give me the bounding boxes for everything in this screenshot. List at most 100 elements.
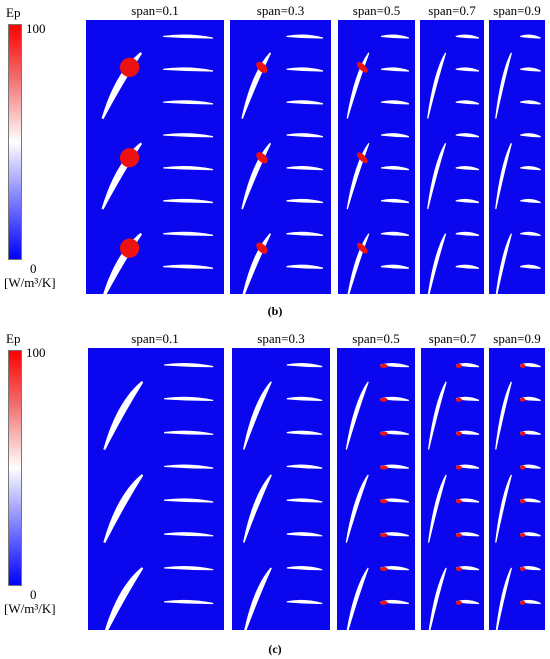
rotor-blade — [103, 232, 143, 294]
panel-caption: (b) — [267, 304, 283, 318]
hot-spot — [519, 397, 526, 402]
stator-blade — [164, 396, 214, 402]
hot-spot — [455, 499, 462, 504]
stator-blade — [380, 464, 409, 469]
hot-spot — [379, 499, 388, 504]
rotor-blade — [103, 474, 144, 544]
rotor-blade — [428, 567, 447, 630]
hot-spot — [119, 238, 140, 258]
span-title-0: span=0.1 — [131, 331, 179, 346]
rotor-blade — [104, 567, 144, 630]
stator-blade — [286, 166, 324, 171]
colorbar-title: Ep — [6, 5, 21, 20]
hot-spot — [379, 533, 388, 538]
rotor-blade — [101, 52, 143, 120]
colorbar-min-label: 0 — [30, 261, 37, 276]
rotor-blade — [244, 567, 272, 630]
colorbar-title: Ep — [6, 331, 21, 346]
stator-blade — [163, 67, 214, 72]
stator-blade — [520, 396, 541, 402]
stator-blade — [456, 362, 480, 368]
stator-blade — [380, 231, 410, 236]
span-title-2: span=0.5 — [352, 3, 401, 18]
hot-spot — [455, 566, 462, 571]
colorbar-min-label: 0 — [30, 587, 37, 602]
stator-blade — [286, 396, 323, 402]
contour-plot-span-0-3 — [230, 20, 331, 294]
contour-field — [241, 34, 324, 294]
stator-blade — [380, 264, 410, 269]
stator-blade — [520, 430, 541, 435]
colorbar-unit-label: [W/m³/K] — [4, 601, 56, 616]
hot-spot — [455, 363, 462, 368]
hot-spot — [519, 363, 526, 368]
colorbar-unit-label: [W/m³/K] — [4, 275, 56, 290]
stator-blade — [163, 264, 214, 269]
rotor-blade — [495, 567, 512, 630]
stator-blade — [164, 464, 214, 469]
rotor-blade — [427, 474, 447, 543]
stator-blade — [286, 532, 323, 537]
hot-spot — [357, 152, 368, 164]
stator-blade — [163, 100, 214, 105]
rotor-blade — [346, 52, 370, 119]
span-title-3: span=0.7 — [428, 3, 476, 18]
stator-blade — [380, 396, 409, 402]
span-title-2: span=0.5 — [352, 331, 400, 346]
rotor-blade — [242, 233, 272, 294]
stator-blade — [380, 362, 409, 368]
contour-field — [103, 362, 214, 630]
hot-spot — [455, 533, 462, 538]
stator-blade — [455, 34, 480, 39]
contour-field — [101, 34, 214, 294]
stator-blade — [455, 67, 480, 72]
stator-blade — [455, 100, 480, 105]
stator-blade — [520, 566, 541, 571]
stator-blade — [520, 498, 541, 503]
stator-blade — [286, 430, 323, 435]
hot-spot — [379, 397, 388, 402]
stator-blade — [286, 34, 324, 39]
rotor-blade — [495, 381, 512, 450]
hot-spot — [519, 533, 526, 538]
stator-blade — [286, 231, 324, 236]
rotor-blade — [345, 381, 369, 450]
stator-blade — [520, 34, 541, 39]
hot-spot — [256, 61, 268, 73]
hot-spot — [256, 152, 268, 164]
stator-blade — [286, 67, 324, 72]
colorbar — [8, 350, 22, 586]
rotor-blade — [346, 142, 370, 210]
stator-blade — [456, 532, 480, 537]
stator-blade — [286, 566, 323, 571]
stator-blade — [380, 67, 410, 72]
rotor-blade — [243, 381, 272, 450]
contour-plot-span-0-5 — [338, 20, 415, 294]
stator-blade — [380, 599, 409, 605]
panel-caption: (c) — [268, 642, 282, 656]
stator-blade — [286, 362, 323, 368]
hot-spot — [379, 431, 388, 436]
stator-blade — [456, 599, 480, 605]
rotor-blade — [427, 233, 447, 294]
stator-blade — [380, 532, 409, 537]
stator-blade — [380, 100, 410, 105]
contour-plot-span-0-7 — [421, 348, 484, 630]
contour-field — [345, 362, 409, 630]
stator-blade — [455, 198, 480, 204]
stator-blade — [380, 430, 409, 435]
stator-blade — [286, 100, 324, 105]
stator-blade — [380, 198, 410, 204]
stator-blade — [286, 198, 324, 204]
stator-blade — [380, 133, 410, 138]
stator-blade — [520, 231, 541, 236]
hot-spot — [519, 431, 526, 436]
hot-spot — [519, 600, 526, 605]
hot-spot — [455, 465, 462, 470]
stator-blade — [520, 166, 541, 171]
contour-plot-span-0-1 — [86, 20, 224, 294]
hot-spot — [256, 242, 268, 254]
stator-blade — [520, 532, 541, 537]
colorbar-max-label: 100 — [26, 21, 46, 36]
rotor-blade — [345, 474, 369, 543]
